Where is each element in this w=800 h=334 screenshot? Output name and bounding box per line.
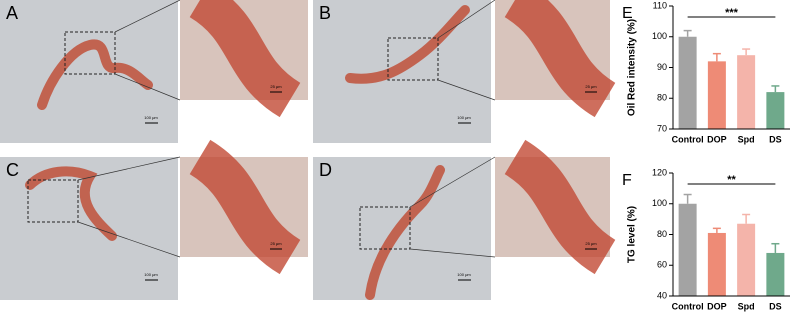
zoom-line (437, 0, 496, 39)
bar (707, 61, 726, 129)
zoom-worm (503, 139, 617, 275)
x-tick-label: Spd (738, 301, 755, 311)
zoom-worm (503, 0, 617, 118)
zoom-box (387, 37, 439, 81)
x-tick-label: DOP (707, 301, 727, 311)
x-tick-label: Control (672, 301, 704, 311)
zoom-worm (188, 139, 302, 275)
scale-label: 100 μm (144, 272, 158, 277)
panel-label: F (622, 172, 632, 189)
scale-label: 25 μm (585, 84, 597, 89)
scale-label: 25 μm (270, 84, 282, 89)
panel-label: D (319, 160, 332, 180)
panel-label: B (319, 3, 331, 23)
y-tick-label: 80 (657, 229, 667, 239)
y-tick-label: 100 (652, 31, 667, 41)
scale-label: 100 μm (457, 272, 471, 277)
zoom-line (409, 156, 496, 208)
zoom-box (64, 31, 116, 75)
bar (737, 223, 756, 296)
panel-label: A (6, 3, 18, 23)
zoom-line (77, 156, 181, 181)
zoom-line (114, 0, 181, 33)
x-tick-label: DOP (707, 134, 727, 144)
significance-label: *** (725, 7, 739, 19)
x-tick-label: Control (672, 134, 704, 144)
bar (707, 232, 726, 296)
y-tick-label: 100 (652, 198, 667, 208)
scale-label: 100 μm (144, 115, 158, 120)
y-tick-label: 40 (657, 290, 667, 300)
y-axis-label: Oil Red intensity (%) (627, 19, 638, 116)
scale-label: 25 μm (585, 241, 597, 246)
x-tick-label: DS (769, 301, 782, 311)
panel-label: E (622, 5, 633, 22)
worm (37, 39, 153, 110)
micrograph (0, 0, 178, 143)
bar (737, 55, 756, 130)
scale-label: 100 μm (457, 115, 471, 120)
x-tick-label: DS (769, 134, 782, 144)
zoom-line (114, 73, 181, 101)
bar (766, 92, 785, 129)
scale-label: 25 μm (270, 241, 282, 246)
zoom-box (359, 206, 411, 250)
y-tick-label: 80 (657, 93, 667, 103)
y-axis-label: TG level (%) (627, 206, 638, 263)
panel-label: C (6, 160, 19, 180)
zoom-box (27, 179, 79, 223)
y-tick-label: 120 (652, 167, 667, 177)
bar (766, 252, 785, 296)
zoom-line (437, 79, 496, 101)
x-tick-label: Spd (738, 134, 755, 144)
y-tick-label: 70 (657, 123, 667, 133)
worm (25, 166, 117, 241)
bar (678, 203, 697, 296)
zoom-line (77, 221, 181, 258)
y-tick-label: 60 (657, 260, 667, 270)
bar (678, 36, 697, 129)
zoom-line (409, 248, 496, 258)
significance-label: ** (727, 174, 736, 186)
worm (365, 165, 445, 300)
y-tick-label: 110 (653, 0, 667, 10)
zoom-worm (188, 0, 302, 118)
worm (345, 5, 470, 84)
y-tick-label: 90 (657, 62, 667, 72)
